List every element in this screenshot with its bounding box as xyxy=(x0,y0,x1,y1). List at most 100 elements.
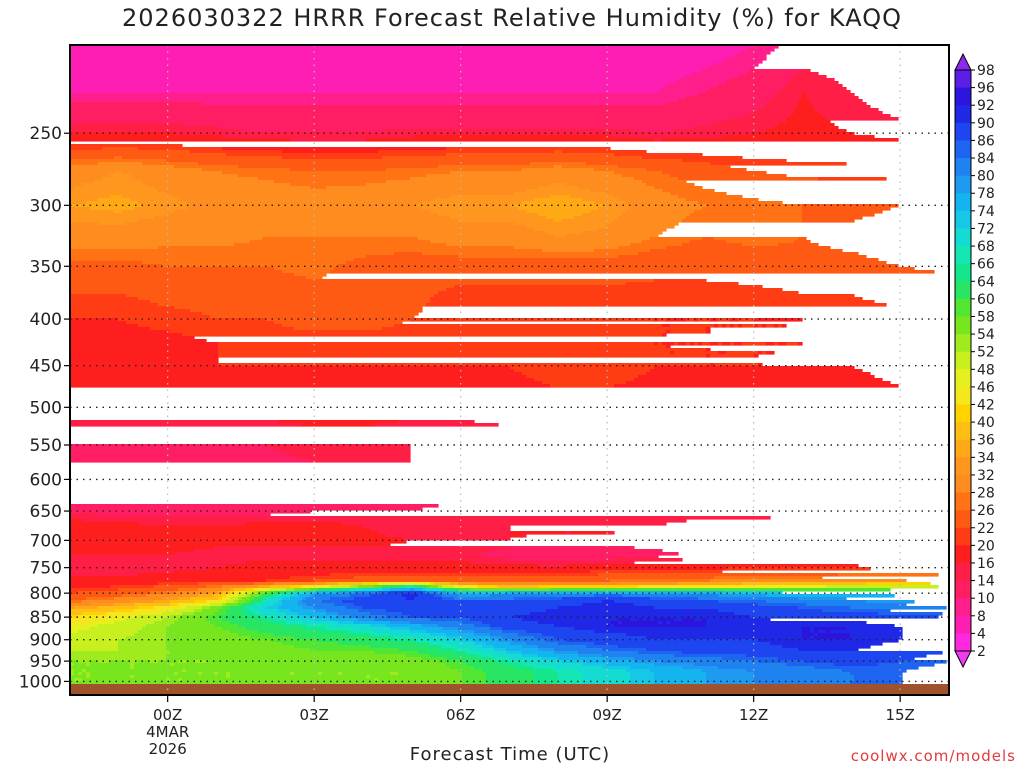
rh-cell xyxy=(70,219,139,223)
rh-cell xyxy=(70,138,291,142)
rh-cell xyxy=(462,672,487,676)
plot-frame xyxy=(69,44,950,696)
rh-cell xyxy=(410,630,427,634)
y-tick-label: 500 xyxy=(30,398,62,418)
rh-cell xyxy=(706,354,711,358)
rh-cell xyxy=(178,198,435,202)
rh-cell xyxy=(386,624,423,628)
rh-cell xyxy=(178,678,183,682)
rh-cell xyxy=(294,327,383,331)
rh-cell xyxy=(70,354,219,358)
rh-cell xyxy=(830,630,903,634)
rh-cell xyxy=(70,48,747,52)
rh-cell xyxy=(70,45,751,49)
rh-cell xyxy=(86,597,115,601)
rh-cell xyxy=(538,213,583,217)
rh-cell xyxy=(414,597,443,601)
rh-cell xyxy=(618,621,623,625)
rh-cell xyxy=(602,654,675,658)
rh-cell xyxy=(222,597,231,601)
rh-cell xyxy=(474,642,487,646)
rh-cell xyxy=(70,243,235,247)
rh-cell xyxy=(702,618,707,622)
rh-cell xyxy=(438,624,475,628)
rh-cell xyxy=(134,675,227,679)
source-credit[interactable]: coolwx.com/models xyxy=(850,747,1016,765)
rh-cell xyxy=(506,558,615,562)
rh-cell xyxy=(230,591,235,595)
rh-cell xyxy=(382,585,399,589)
rh-cell xyxy=(306,276,323,280)
rh-cell xyxy=(70,564,227,568)
rh-cell xyxy=(486,681,535,685)
rh-cell xyxy=(242,603,251,607)
rh-cell xyxy=(634,378,883,382)
rh-cell xyxy=(722,591,783,595)
rh-cell xyxy=(126,321,275,325)
rh-cell xyxy=(474,633,491,637)
rh-cell xyxy=(710,162,847,166)
rh-cell xyxy=(70,276,307,280)
rh-cell xyxy=(210,606,223,610)
rh-cell xyxy=(202,606,211,610)
rh-cell xyxy=(174,621,211,625)
rh-cell xyxy=(166,636,251,640)
colorbar-swatch xyxy=(955,351,971,370)
rh-cell xyxy=(354,603,583,607)
rh-cell xyxy=(594,642,771,646)
rh-cell xyxy=(762,585,827,589)
rh-cell xyxy=(646,372,871,376)
rh-cell xyxy=(70,534,387,538)
rh-cell xyxy=(610,222,679,226)
rh-cell xyxy=(186,669,459,673)
rh-cell xyxy=(70,183,83,187)
rh-cell xyxy=(626,282,739,286)
rh-cell xyxy=(706,621,867,625)
rh-cell xyxy=(678,195,743,199)
rh-cell xyxy=(406,585,415,589)
rh-cell xyxy=(810,636,815,640)
rh-cell xyxy=(106,612,147,616)
rh-cell xyxy=(70,510,311,514)
rh-cell xyxy=(70,639,119,643)
rh-cell xyxy=(618,198,687,202)
rh-cell xyxy=(154,216,451,220)
rh-cell xyxy=(438,591,447,595)
rh-cell xyxy=(698,597,799,601)
rh-cell xyxy=(706,327,711,331)
rh-cell xyxy=(150,660,159,664)
rh-cell xyxy=(458,594,491,598)
rh-cell xyxy=(426,591,439,595)
rh-cell xyxy=(282,624,307,628)
colorbar-label: 4 xyxy=(977,626,986,642)
rh-cell xyxy=(706,678,755,682)
rh-cell xyxy=(482,651,507,655)
rh-cell xyxy=(74,624,99,628)
rh-cell xyxy=(218,348,707,352)
rh-cell xyxy=(426,645,443,649)
rh-cell xyxy=(642,156,743,160)
rh-cell xyxy=(134,663,171,667)
rh-cell xyxy=(342,600,603,604)
colorbar-label: 34 xyxy=(977,450,995,466)
rh-cell xyxy=(562,597,651,601)
rh-cell xyxy=(614,219,683,223)
rh-cell xyxy=(142,162,199,166)
rh-cell xyxy=(478,657,495,661)
rh-cell xyxy=(70,444,267,448)
rh-cell xyxy=(538,186,579,190)
rh-cell xyxy=(594,630,803,634)
rh-cell xyxy=(182,669,187,673)
rh-cell xyxy=(666,330,671,334)
rh-cell xyxy=(838,573,939,577)
rh-cell xyxy=(370,636,395,640)
rh-cell xyxy=(70,588,119,592)
rh-cell xyxy=(542,633,627,637)
rh-cell xyxy=(638,651,683,655)
rh-cell xyxy=(462,681,487,685)
rh-cell xyxy=(174,306,423,310)
rh-cell xyxy=(274,618,287,622)
rh-cell xyxy=(326,627,355,631)
rh-cell xyxy=(398,648,439,652)
rh-cell xyxy=(542,249,595,253)
